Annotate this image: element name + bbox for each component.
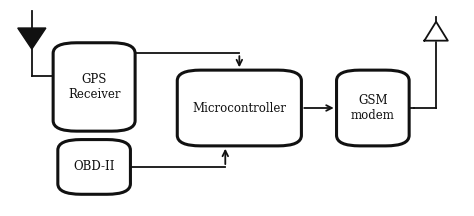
Polygon shape — [18, 28, 46, 49]
FancyBboxPatch shape — [53, 43, 135, 131]
Text: OBD-II: OBD-II — [73, 160, 115, 173]
FancyBboxPatch shape — [177, 70, 301, 146]
Text: Microcontroller: Microcontroller — [192, 102, 286, 114]
Polygon shape — [424, 22, 448, 41]
FancyBboxPatch shape — [58, 140, 130, 194]
Text: GPS
Receiver: GPS Receiver — [68, 73, 120, 101]
FancyBboxPatch shape — [337, 70, 409, 146]
Text: GSM
modem: GSM modem — [351, 94, 395, 122]
